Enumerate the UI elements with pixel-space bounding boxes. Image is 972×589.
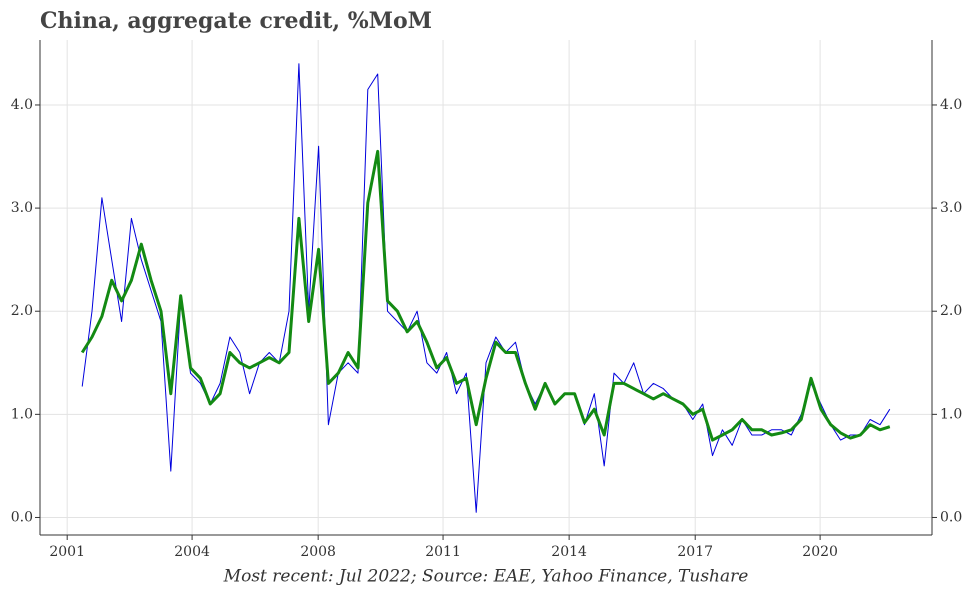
y-tick-label: 3.0 — [11, 200, 33, 216]
y-tick-label: 1.0 — [11, 406, 33, 422]
x-tick-label: 2011 — [425, 544, 461, 560]
data-line — [80, 149, 891, 442]
y2-tick-label: 3.0 — [940, 200, 962, 216]
x-tick-label: 2020 — [802, 544, 838, 560]
x-tick-label: 2017 — [677, 544, 713, 560]
y-tick-label: 4.0 — [11, 97, 33, 113]
y2-tick-label: 4.0 — [940, 97, 962, 113]
y-tick-label: 2.0 — [11, 303, 33, 319]
y2-tick-label: 1.0 — [940, 406, 962, 422]
y2-tick-label: 2.0 — [940, 303, 962, 319]
data-line — [81, 63, 891, 513]
source-note: Most recent: Jul 2022; Source: EAE, Yaho… — [223, 567, 749, 587]
y-tick-label: 0.0 — [11, 509, 33, 525]
chart-title: China, aggregate credit, %MoM — [40, 8, 432, 34]
y2-tick-label: 0.0 — [940, 509, 962, 525]
x-tick-label: 2014 — [551, 544, 587, 560]
x-tick-label: 2001 — [49, 544, 85, 560]
x-tick-label: 2004 — [174, 544, 210, 560]
x-tick-label: 2008 — [300, 544, 336, 560]
